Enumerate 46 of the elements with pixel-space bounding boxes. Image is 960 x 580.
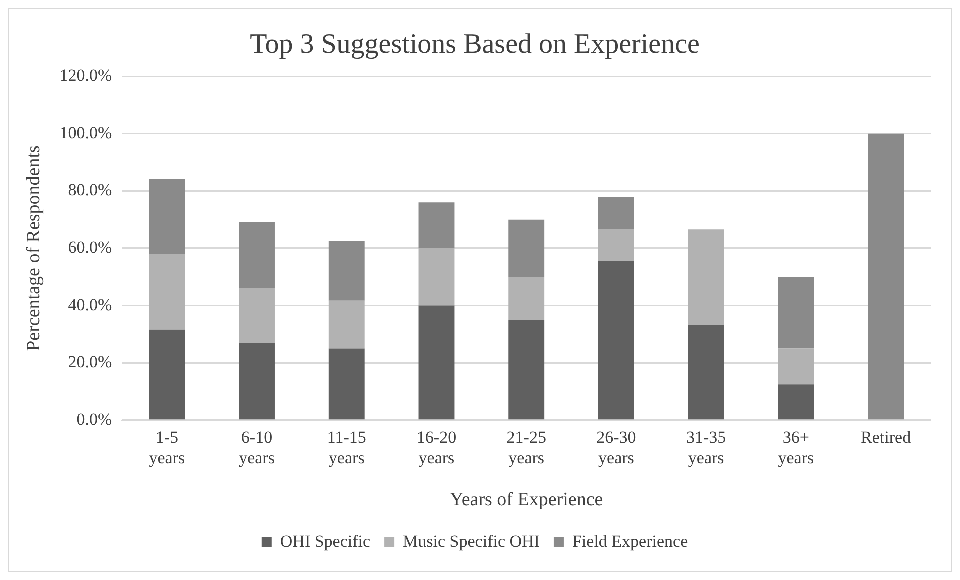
bar xyxy=(239,222,275,288)
x-axis-title: Years of Experience xyxy=(450,490,604,511)
bar xyxy=(149,254,186,330)
legend-label: OHI Specific xyxy=(280,532,372,551)
bar xyxy=(778,348,814,385)
bar xyxy=(239,343,275,420)
bar xyxy=(328,300,365,349)
bar xyxy=(688,324,724,420)
bar xyxy=(598,229,634,262)
bar xyxy=(508,320,545,420)
x-tick-label: 6-10 years xyxy=(239,428,275,468)
x-tick-label: 21-25 years xyxy=(506,428,546,468)
x-tick-label: 31-35 years xyxy=(686,428,726,468)
bar xyxy=(508,220,545,278)
y-tick-label: 20.0% xyxy=(68,352,112,372)
y-tick-label: 120.0% xyxy=(60,66,112,86)
y-axis-title: Percentage of Respondents xyxy=(23,146,44,352)
x-tick-label: 26-30 years xyxy=(596,428,636,468)
x-tick-label: 36+ years xyxy=(778,428,814,468)
legend-label: Field Experience xyxy=(572,532,688,551)
bar xyxy=(778,277,814,349)
bar xyxy=(418,248,455,306)
bar xyxy=(418,306,455,420)
bar xyxy=(598,198,634,230)
bar xyxy=(508,277,545,320)
bar xyxy=(688,230,724,325)
x-tick-label: 1-5 years xyxy=(149,428,186,468)
chart-title: Top 3 Suggestions Based on Experience xyxy=(250,29,700,60)
bar xyxy=(778,384,814,420)
bar xyxy=(328,241,365,301)
bar xyxy=(598,261,634,420)
bar xyxy=(149,330,186,420)
y-tick-label: 80.0% xyxy=(68,180,112,200)
bar xyxy=(239,288,275,344)
y-tick-label: 100.0% xyxy=(60,123,112,142)
bar xyxy=(149,179,186,255)
legend-label: Music Specific OHI xyxy=(403,532,540,551)
y-tick-label: 0.0% xyxy=(76,410,112,429)
x-tick-label: Retired xyxy=(861,428,912,448)
x-tick-label: 11-15 years xyxy=(327,428,366,468)
bar xyxy=(328,348,365,420)
y-tick-label: 60.0% xyxy=(68,238,112,257)
bar xyxy=(418,202,455,248)
bar xyxy=(868,134,904,420)
x-tick-label: 16-20 years xyxy=(416,428,457,468)
y-tick-label: 40.0% xyxy=(68,295,112,314)
